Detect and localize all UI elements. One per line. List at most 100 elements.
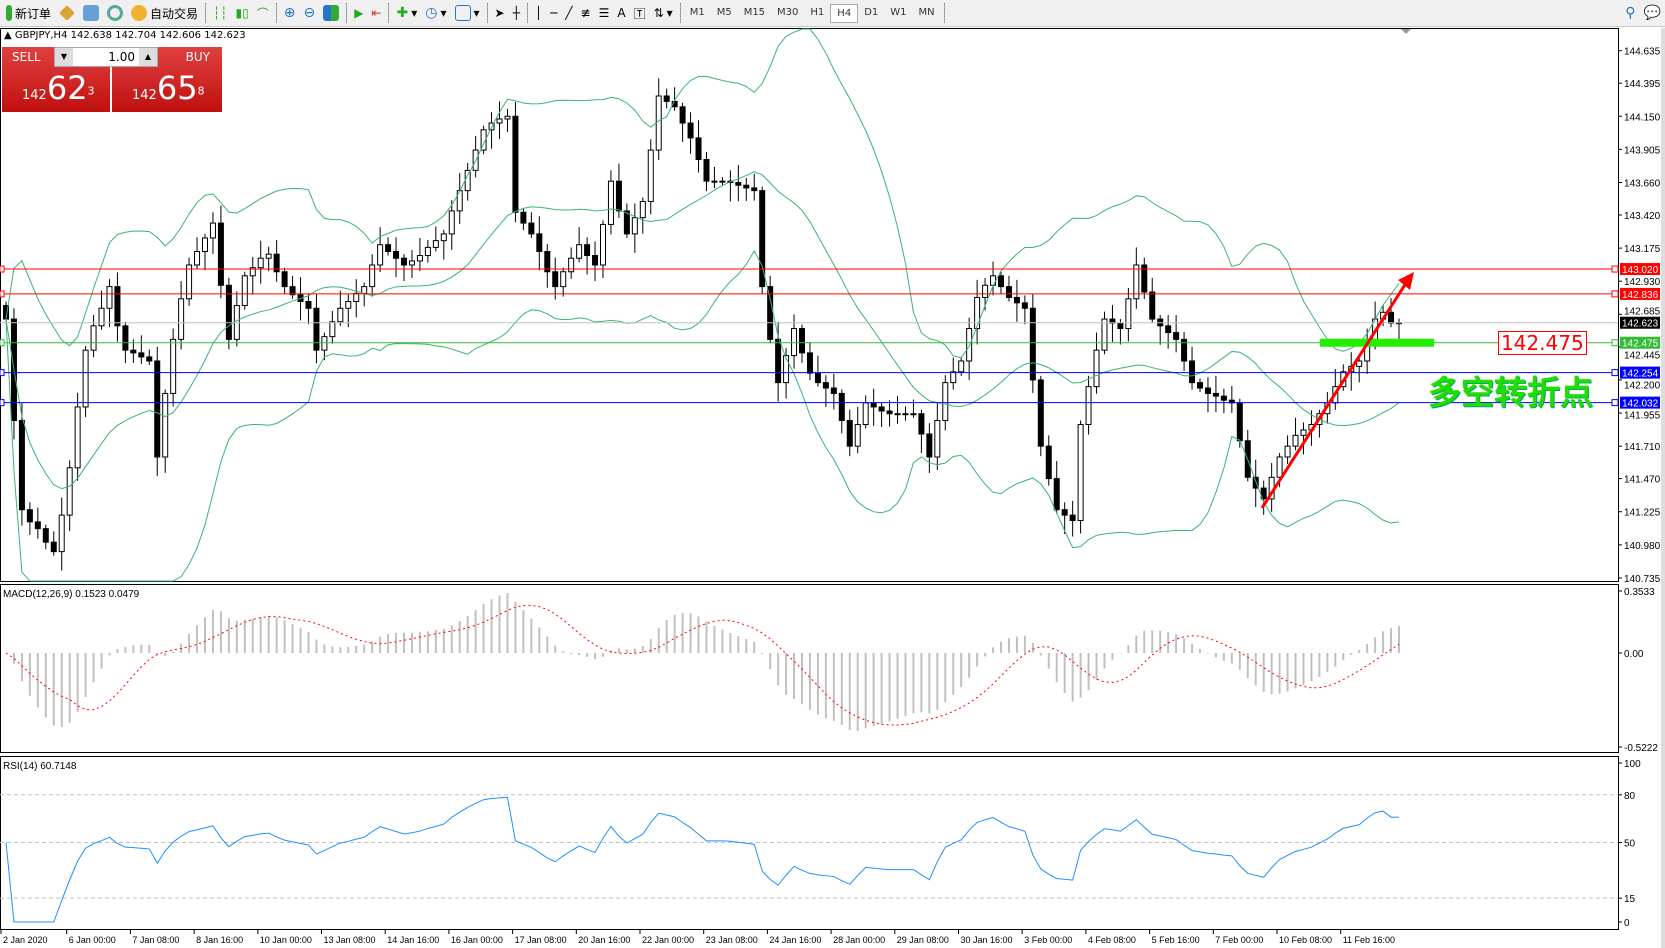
text-label-button[interactable]: 🅃 <box>630 2 650 24</box>
level-handle[interactable] <box>0 290 5 298</box>
candle <box>552 257 559 300</box>
candle-body <box>146 356 153 362</box>
candle <box>98 290 105 330</box>
chart-shift-marker[interactable] <box>1401 29 1411 34</box>
horizontal-line-button[interactable]: ─ <box>546 2 561 24</box>
candle-body <box>695 137 702 161</box>
price-axis-label: 143.660 <box>1624 179 1661 190</box>
new-order-button[interactable]: 新订单 <box>2 2 55 24</box>
vertical-line-button[interactable]: │ <box>531 2 546 24</box>
trend-arrow-line[interactable] <box>1260 279 1410 509</box>
timeframe-m1[interactable]: M1 <box>689 6 705 18</box>
channel-button[interactable]: ≢ <box>577 2 595 24</box>
candle-body <box>480 129 487 151</box>
periods-button[interactable]: ◷ ▾ <box>425 5 447 21</box>
timeframe-h4[interactable]: H4 <box>830 3 859 23</box>
candle <box>1053 461 1060 514</box>
timeframe-m5[interactable]: M5 <box>716 6 732 18</box>
level-handle[interactable] <box>0 265 5 273</box>
level-handle[interactable] <box>1611 290 1619 298</box>
chart-shift-button[interactable]: ⇤ <box>367 2 385 24</box>
text-icon: A <box>617 6 626 20</box>
candle <box>1029 294 1036 393</box>
time-axis-label: 29 Jan 08:00 <box>897 935 949 945</box>
candle <box>456 173 463 224</box>
candle-body <box>178 298 185 340</box>
timeframe-w1[interactable]: W1 <box>890 6 907 18</box>
text-button[interactable]: A <box>613 2 629 24</box>
sell-button[interactable]: SELL 142623 <box>2 47 110 112</box>
candle-body <box>26 509 33 523</box>
candle-body <box>82 349 89 408</box>
time-axis-label: 10 Jan 00:00 <box>260 935 312 945</box>
fibonacci-button[interactable]: ☰ <box>595 2 614 24</box>
level-handle[interactable] <box>0 399 5 407</box>
line-chart-button[interactable]: ⌒ <box>253 2 273 24</box>
candle <box>560 267 567 297</box>
horizontal-line-icon: ─ <box>550 6 558 20</box>
zoom-out-icon: ⊖ <box>303 5 316 21</box>
candle-body <box>1181 338 1188 362</box>
candle-body <box>385 244 392 252</box>
templates-button[interactable]: ▾ <box>451 2 484 24</box>
timeframe-h1[interactable]: H1 <box>810 6 825 18</box>
timeframe-m30[interactable]: M30 <box>777 6 799 18</box>
turning-point-note[interactable]: 多空转折点 <box>1428 373 1593 412</box>
market-watch-button[interactable] <box>55 2 79 24</box>
cursor-button[interactable]: ➤ <box>491 2 509 24</box>
candle <box>918 409 925 453</box>
candle <box>154 346 161 476</box>
candle-body <box>544 250 551 273</box>
zoom-out-button[interactable]: ⊖ <box>299 2 319 24</box>
candle-body <box>34 521 41 530</box>
signals-button[interactable] <box>103 2 127 24</box>
support-zone-marker[interactable] <box>1320 338 1434 347</box>
autoscroll-button[interactable]: ▶ <box>350 2 367 24</box>
timeframe-mn[interactable]: MN <box>918 6 935 18</box>
timeframe-d1[interactable]: D1 <box>864 6 879 18</box>
candle <box>894 396 901 424</box>
candle <box>146 349 153 366</box>
search-button[interactable]: ⚲ <box>1621 2 1639 24</box>
candle-body <box>90 325 97 351</box>
crosshair-button[interactable]: ┼ <box>509 2 524 24</box>
candle <box>217 205 224 299</box>
candle-body <box>321 336 328 351</box>
candle-body <box>1133 264 1140 300</box>
candle <box>1228 385 1235 413</box>
candle-body <box>918 413 925 435</box>
auto-trading-button[interactable]: 自动交易 <box>127 2 202 24</box>
chat-button[interactable]: 💬 <box>1640 2 1665 24</box>
candle <box>838 389 845 434</box>
indicators-button[interactable]: ✚ ▾ <box>396 5 418 21</box>
scrollbar[interactable] <box>1661 28 1665 948</box>
lot-size-input[interactable]: ▼ 1.00 ▲ <box>54 47 158 67</box>
candle-body <box>1292 434 1299 447</box>
candle-body <box>966 328 973 362</box>
level-handle[interactable] <box>0 369 5 377</box>
lot-decrease-button[interactable]: ▼ <box>55 48 73 66</box>
trendline-button[interactable]: ╱ <box>561 2 576 24</box>
candle-body <box>1189 360 1196 384</box>
candlestick-button[interactable]: ▮▯ <box>231 2 252 24</box>
candle <box>26 502 33 535</box>
price-axis-label: 141.225 <box>1624 508 1661 519</box>
zoom-in-button[interactable]: ⊕ <box>280 2 300 24</box>
level-handle[interactable] <box>0 339 5 347</box>
level-handle[interactable] <box>1611 339 1619 347</box>
price-text-label[interactable]: 142.475 <box>1498 331 1587 355</box>
level-handle[interactable] <box>1611 369 1619 377</box>
timeframe-m15[interactable]: M15 <box>743 6 766 18</box>
candle <box>862 395 869 429</box>
navigator-button[interactable] <box>79 2 103 24</box>
arrows-button[interactable]: ⇅ ▾ <box>653 6 673 20</box>
tile-windows-button[interactable] <box>319 2 343 24</box>
candle-body <box>225 284 232 340</box>
level-handle[interactable] <box>1611 265 1619 273</box>
level-price-tag <box>1620 336 1660 349</box>
candle <box>719 177 726 186</box>
lot-increase-button[interactable]: ▲ <box>139 48 157 66</box>
level-handle[interactable] <box>1611 399 1619 407</box>
bar-chart-button[interactable]: ┆┆ <box>209 2 231 24</box>
